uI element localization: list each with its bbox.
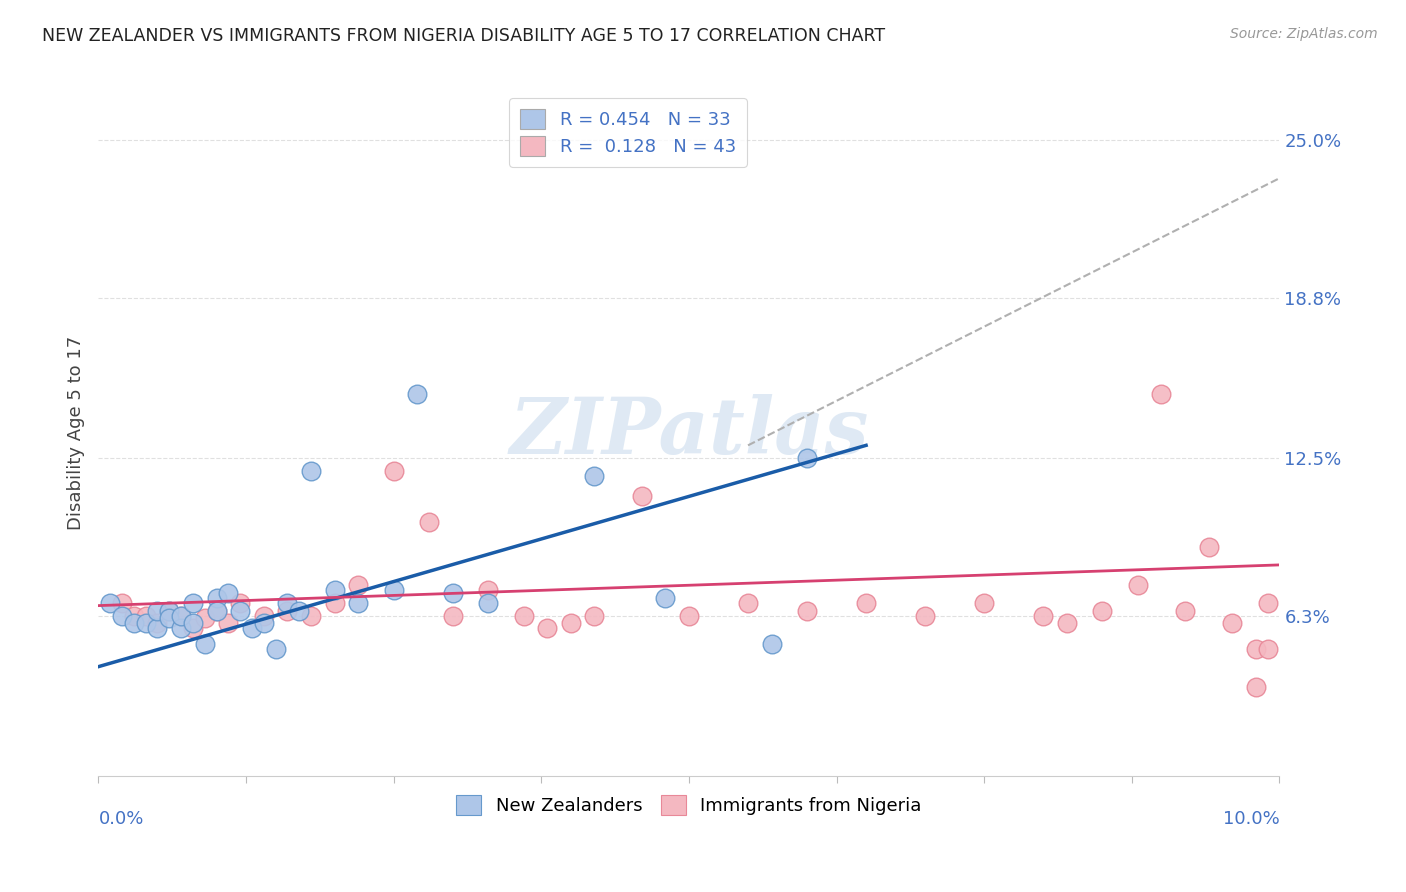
Point	[122, 608, 145, 623]
Point	[146, 616, 169, 631]
Point	[217, 616, 239, 631]
Point	[1220, 616, 1243, 631]
Point	[194, 637, 217, 651]
Point	[382, 583, 405, 598]
Point	[323, 583, 346, 598]
Point	[157, 611, 180, 625]
Point	[205, 591, 228, 605]
Point	[855, 596, 877, 610]
Point	[288, 604, 311, 618]
Point	[146, 604, 169, 618]
Point	[796, 451, 818, 466]
Point	[1174, 604, 1197, 618]
Legend: New Zealanders, Immigrants from Nigeria: New Zealanders, Immigrants from Nigeria	[449, 788, 929, 822]
Point	[111, 608, 134, 623]
Point	[512, 608, 534, 623]
Point	[205, 604, 228, 618]
Point	[1257, 641, 1279, 656]
Point	[1244, 641, 1267, 656]
Point	[111, 596, 134, 610]
Point	[170, 622, 193, 636]
Point	[135, 608, 157, 623]
Point	[323, 596, 346, 610]
Point	[253, 616, 276, 631]
Text: Source: ZipAtlas.com: Source: ZipAtlas.com	[1230, 27, 1378, 41]
Point	[135, 616, 157, 631]
Point	[253, 608, 276, 623]
Point	[1257, 596, 1279, 610]
Point	[1126, 578, 1149, 592]
Point	[194, 611, 217, 625]
Point	[973, 596, 995, 610]
Point	[122, 616, 145, 631]
Point	[1056, 616, 1078, 631]
Point	[382, 464, 405, 478]
Point	[229, 604, 252, 618]
Point	[477, 583, 499, 598]
Point	[536, 622, 558, 636]
Point	[560, 616, 582, 631]
Point	[240, 622, 263, 636]
Point	[477, 596, 499, 610]
Point	[205, 604, 228, 618]
Point	[157, 604, 180, 618]
Point	[347, 596, 370, 610]
Text: 0.0%: 0.0%	[98, 810, 143, 829]
Point	[1244, 680, 1267, 694]
Point	[418, 515, 440, 529]
Point	[654, 591, 676, 605]
Point	[678, 608, 700, 623]
Point	[229, 596, 252, 610]
Point	[761, 637, 783, 651]
Y-axis label: Disability Age 5 to 17: Disability Age 5 to 17	[66, 335, 84, 530]
Text: ZIPatlas: ZIPatlas	[509, 394, 869, 471]
Point	[276, 604, 298, 618]
Point	[276, 596, 298, 610]
Point	[181, 596, 204, 610]
Point	[441, 586, 464, 600]
Point	[630, 489, 652, 503]
Point	[914, 608, 936, 623]
Text: 10.0%: 10.0%	[1223, 810, 1279, 829]
Point	[796, 604, 818, 618]
Point	[583, 608, 606, 623]
Point	[170, 608, 193, 623]
Point	[1091, 604, 1114, 618]
Point	[264, 641, 287, 656]
Point	[181, 622, 204, 636]
Text: NEW ZEALANDER VS IMMIGRANTS FROM NIGERIA DISABILITY AGE 5 TO 17 CORRELATION CHAR: NEW ZEALANDER VS IMMIGRANTS FROM NIGERIA…	[42, 27, 886, 45]
Point	[217, 586, 239, 600]
Point	[441, 608, 464, 623]
Point	[583, 468, 606, 483]
Point	[146, 622, 169, 636]
Point	[299, 464, 322, 478]
Point	[157, 604, 180, 618]
Point	[299, 608, 322, 623]
Point	[347, 578, 370, 592]
Point	[737, 596, 759, 610]
Point	[1032, 608, 1054, 623]
Point	[1150, 387, 1173, 401]
Point	[181, 616, 204, 631]
Point	[98, 596, 121, 610]
Point	[406, 387, 429, 401]
Point	[170, 608, 193, 623]
Point	[1198, 540, 1220, 554]
